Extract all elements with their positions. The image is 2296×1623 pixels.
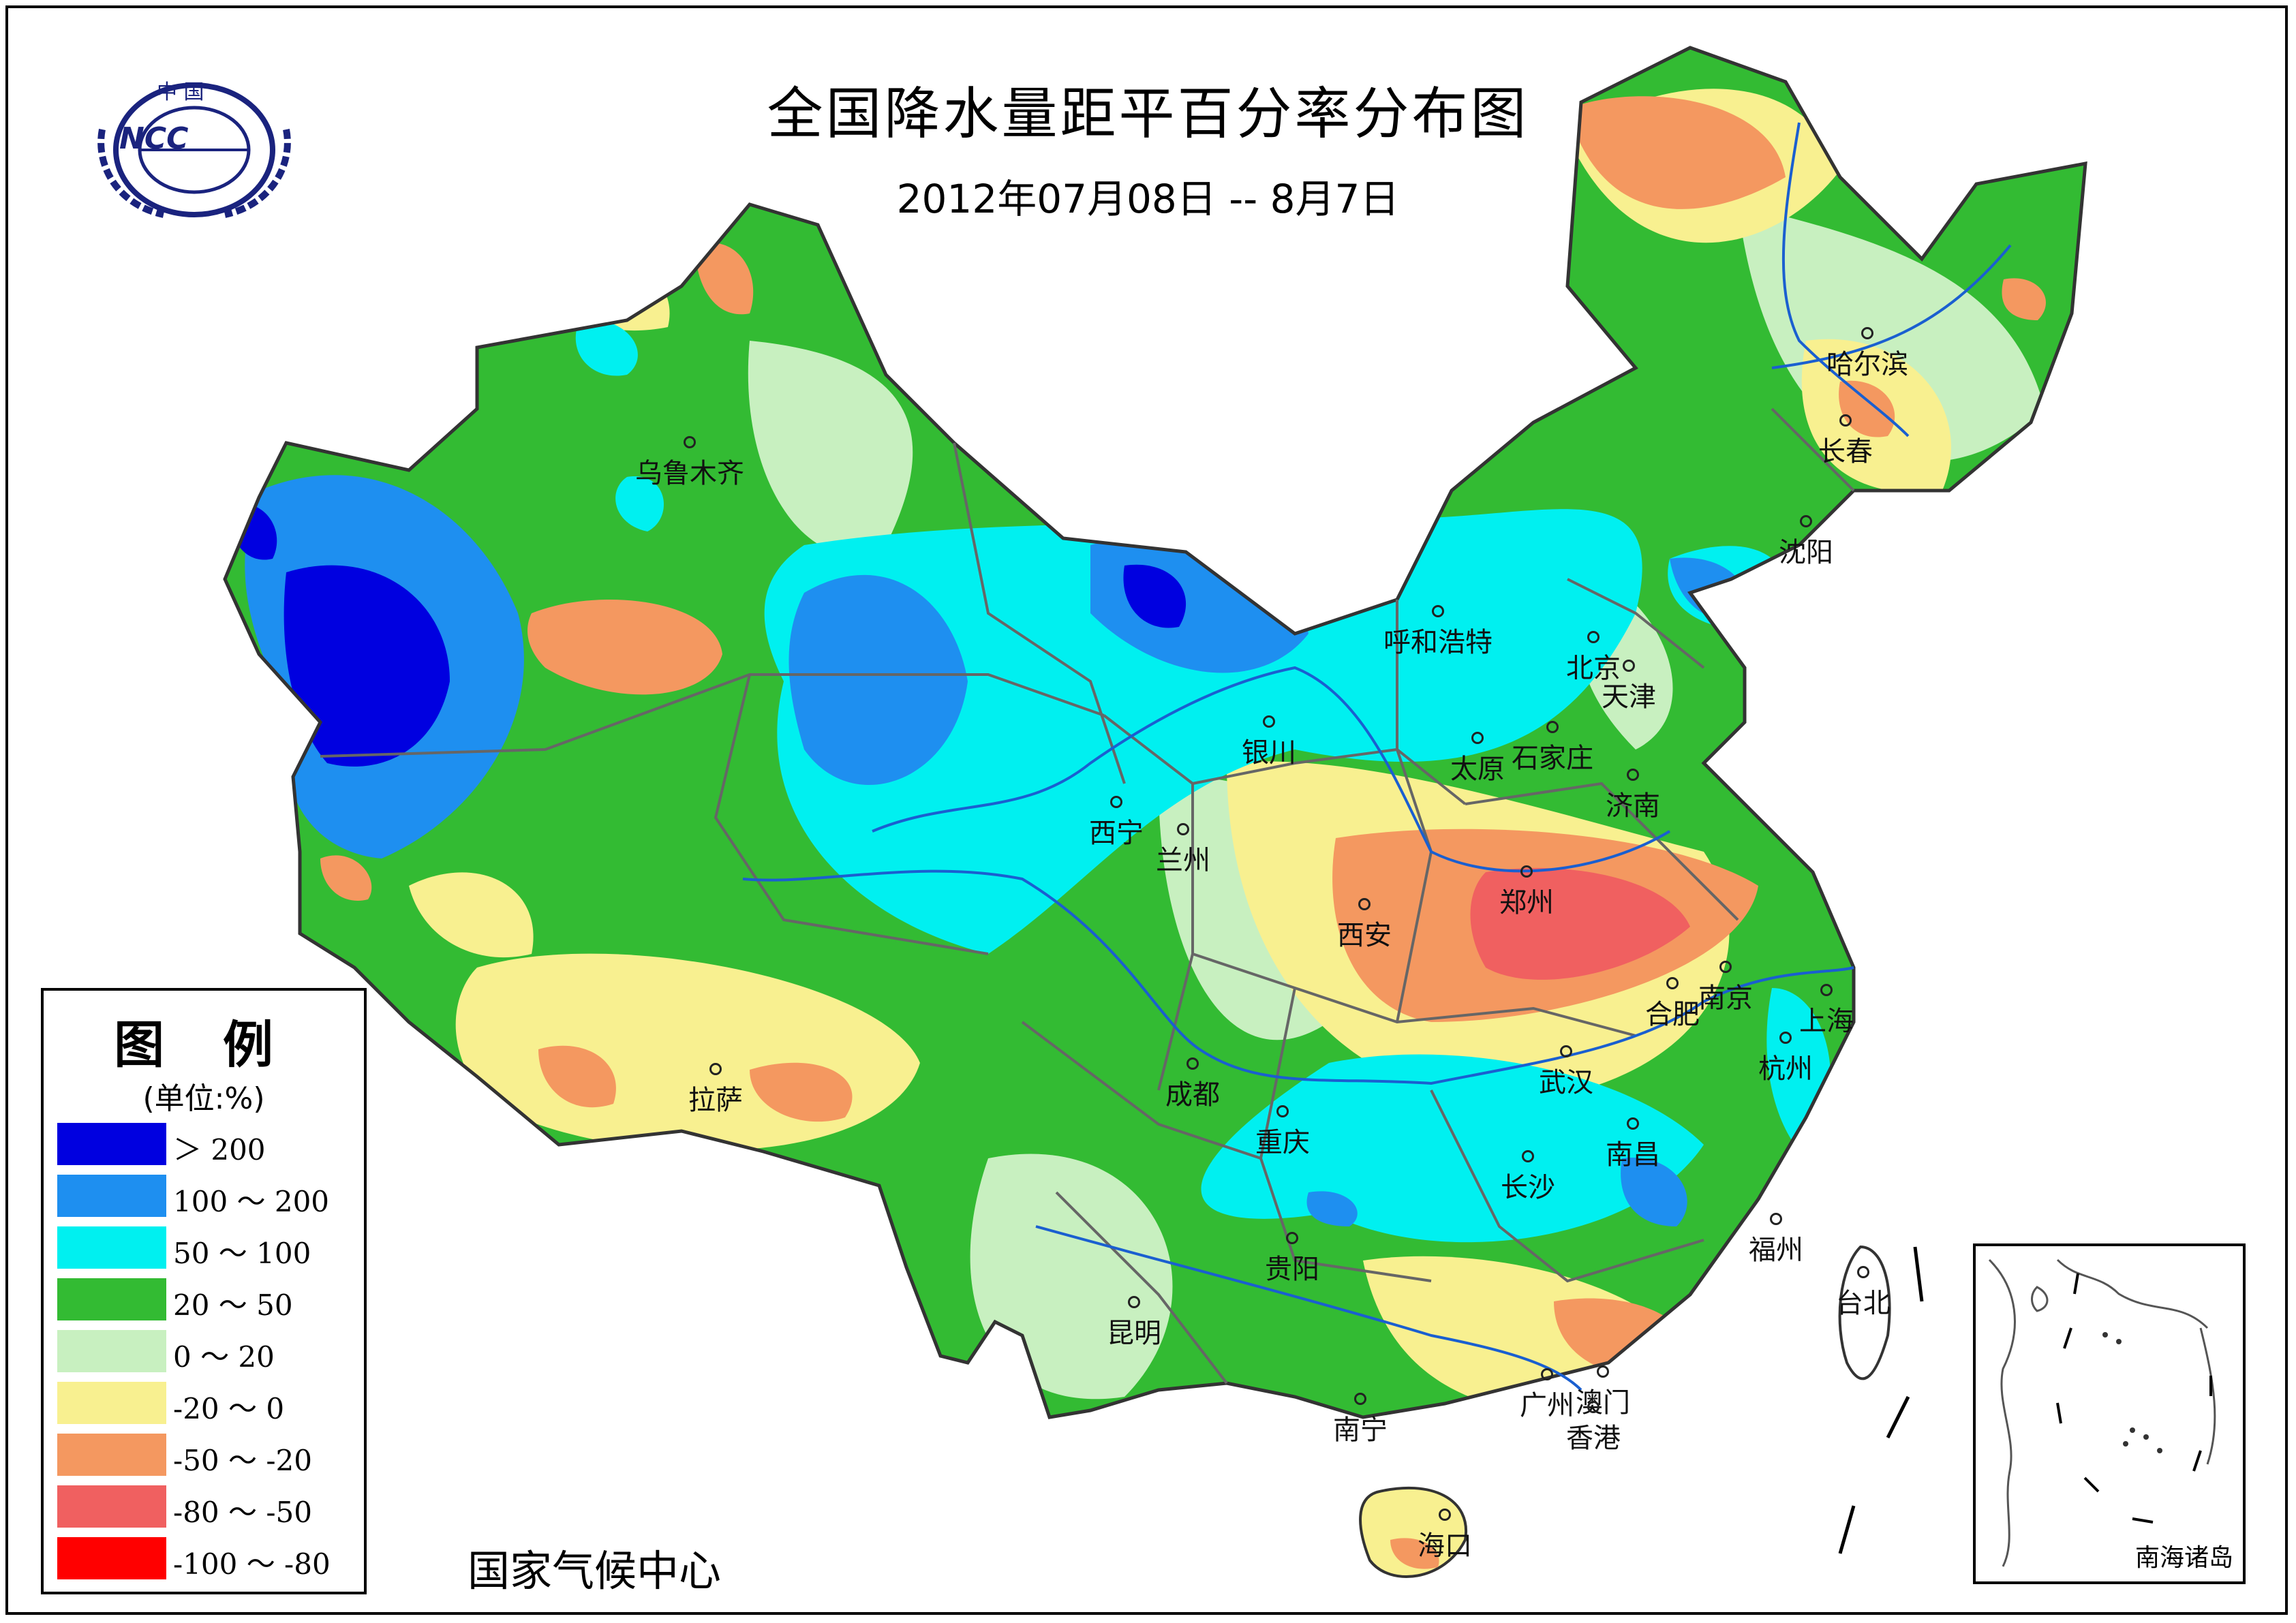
china-border [223,46,2087,1419]
organization-label: 国家气候中心 [468,1546,722,1596]
city-label: 长春 [1818,414,1873,469]
city-label: 澳门 [1576,1365,1630,1420]
legend-label: -100 ～ -80 [173,1547,331,1581]
legend-item: 50 ～ 100 [57,1226,357,1270]
legend-swatch [57,1485,166,1528]
legend-item: -50 ～ -20 [57,1434,357,1477]
legend-swatch [57,1175,166,1217]
city-label: 合肥 [1645,977,1700,1032]
city-label: 贵阳 [1265,1232,1319,1286]
legend-label: -50 ～ -20 [173,1444,312,1477]
city-label: 天津 [1602,660,1656,714]
ncc-emblem-icon [97,82,291,218]
city-label: 海口 [1418,1509,1472,1563]
legend-swatch [57,1537,166,1579]
city-label: 台北 [1836,1266,1891,1320]
legend-item: ＞ 200 [57,1123,357,1166]
legend-label: 0 ～ 20 [173,1340,275,1374]
city-label: 银川 [1242,715,1296,770]
legend-label: ＞ 200 [173,1133,266,1166]
legend-item: 20 ～ 50 [57,1278,357,1322]
logo-top-text: 中 国 [157,80,204,104]
legend-label: 100 ～ 200 [173,1185,330,1218]
legend-label: 20 ～ 50 [173,1288,293,1322]
city-label: 福州 [1749,1213,1803,1267]
city-label: 香港 [1566,1401,1621,1455]
city-label: 上海 [1799,984,1854,1038]
legend-swatch [57,1330,166,1372]
city-label: 广州 [1520,1368,1574,1423]
legend-item: 100 ～ 200 [57,1175,357,1218]
dash-lines [1838,1246,1924,1554]
city-label: 北京 [1566,631,1621,685]
city-label: 西宁 [1089,796,1144,850]
city-label: 呼和浩特 [1383,605,1493,660]
taiwan-island [1838,1245,1891,1380]
city-label: 昆明 [1107,1296,1161,1350]
legend-item: 0 ～ 20 [57,1330,357,1374]
city-label: 拉萨 [688,1063,743,1117]
legend-item: -100 ～ -80 [57,1537,357,1581]
ncc-logo [75,68,313,225]
city-label: 哈尔滨 [1826,327,1908,382]
city-label: 乌鲁木齐 [635,436,744,491]
legend-swatch [57,1123,166,1165]
legend-item: -80 ～ -50 [57,1485,357,1529]
legend-title: 图 例 [114,1016,294,1075]
city-label: 成都 [1165,1057,1220,1112]
legend-swatch [57,1226,166,1269]
city-label: 石家庄 [1512,721,1593,775]
legend-swatch [57,1382,166,1424]
legend-label: -80 ～ -50 [173,1496,312,1529]
inset-map [1988,1258,2216,1567]
city-label: 南昌 [1606,1117,1660,1172]
city-label: 郑州 [1499,865,1554,920]
legend-unit: (单位:%) [142,1081,265,1116]
province-boundaries [320,407,1855,1385]
city-label: 长沙 [1501,1150,1555,1205]
city-label: 济南 [1606,769,1660,823]
legend: 图 例 (单位:%) ＞ 200 100 ～ 200 50 ～ 100 20 ～… [41,988,367,1594]
city-label: 杭州 [1758,1032,1813,1086]
city-label: 西安 [1337,898,1392,953]
map-subtitle: 2012年07月08日 -- 8月7日 [896,176,1400,222]
legend-swatch [57,1278,166,1320]
legend-label: -20 ～ 0 [173,1392,285,1425]
legend-item: -20 ～ 0 [57,1382,357,1425]
city-label: 兰州 [1156,823,1210,878]
map-title: 全国降水量距平百分率分布图 [767,82,1529,146]
south-china-sea-inset: 南海诸岛 [1973,1243,2246,1584]
city-label: 重庆 [1255,1105,1310,1160]
city-label: 太原 [1450,732,1505,786]
legend-swatch [57,1434,166,1476]
hainan-zone [1390,1538,1439,1569]
rivers [742,122,2012,1391]
inset-label: 南海诸岛 [2134,1544,2233,1572]
legend-label: 50 ～ 100 [173,1237,311,1270]
city-label: 南宁 [1333,1393,1388,1447]
city-label: 沈阳 [1779,515,1833,570]
logo-text: NCC [119,121,189,156]
city-label: 武汉 [1539,1045,1593,1100]
city-label: 南京 [1698,961,1753,1015]
precipitation-zones [225,48,2085,1417]
